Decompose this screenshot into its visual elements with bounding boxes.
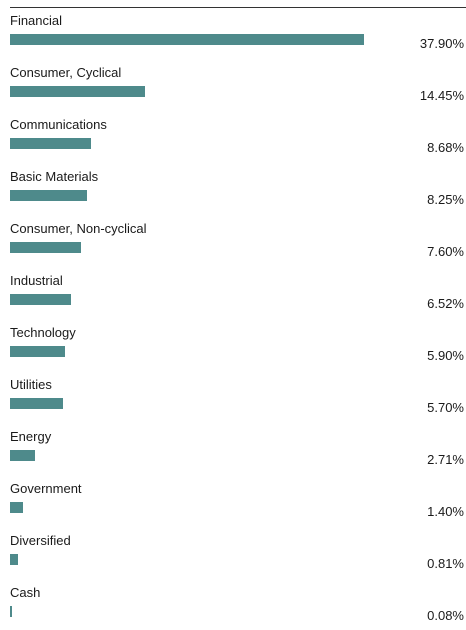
chart-row: Consumer, Non-cyclical 7.60% xyxy=(0,214,466,266)
value-label: 8.68% xyxy=(427,140,464,155)
chart-row: Communications 8.68% xyxy=(0,110,466,162)
value-label: 37.90% xyxy=(419,36,464,51)
value-label: 6.52% xyxy=(427,296,464,311)
value-label: 5.70% xyxy=(427,400,464,415)
sector-bar-chart: Financial 37.90% Consumer, Cyclical 14.45% C… xyxy=(0,6,466,623)
category-label: Utilities xyxy=(10,377,52,392)
value-label: 0.81% xyxy=(427,556,464,571)
bar xyxy=(10,294,71,305)
value-label: 7.60% xyxy=(427,244,464,259)
top-rule xyxy=(10,7,466,8)
bar xyxy=(10,502,24,513)
category-label: Consumer, Cyclical xyxy=(10,65,122,80)
category-label: Diversified xyxy=(10,533,71,548)
chart-row: Technology 5.90% xyxy=(0,318,466,370)
chart-row: Consumer, Cyclical 14.45% xyxy=(0,58,466,110)
category-label: Government xyxy=(10,481,82,496)
bar xyxy=(10,34,365,45)
category-label: Financial xyxy=(10,13,63,28)
value-label: 2.71% xyxy=(427,452,464,467)
value-label: 14.45% xyxy=(419,88,464,103)
chart-row: Energy 2.71% xyxy=(0,422,466,474)
bar xyxy=(10,190,88,201)
bar xyxy=(10,554,18,565)
chart-row: Government 1.40% xyxy=(0,474,466,526)
category-label: Basic Materials xyxy=(10,169,99,184)
chart-row: Financial 37.90% xyxy=(0,6,466,58)
chart-row: Cash 0.08% xyxy=(0,578,466,630)
bar xyxy=(10,346,66,357)
category-label: Consumer, Non-cyclical xyxy=(10,221,147,236)
bar xyxy=(10,450,36,461)
category-label: Cash xyxy=(10,585,41,600)
bar xyxy=(10,242,82,253)
category-label: Technology xyxy=(10,325,76,340)
value-label: 8.25% xyxy=(427,192,464,207)
value-label: 5.90% xyxy=(427,348,464,363)
bar xyxy=(10,86,146,97)
chart-row: Basic Materials 8.25% xyxy=(0,162,466,214)
chart-row: Diversified 0.81% xyxy=(0,526,466,578)
value-label: 1.40% xyxy=(427,504,464,519)
chart-row: Industrial 6.52% xyxy=(0,266,466,318)
category-label: Communications xyxy=(10,117,107,132)
value-label: 0.08% xyxy=(427,608,464,623)
category-label: Energy xyxy=(10,429,52,444)
chart-row: Utilities 5.70% xyxy=(0,370,466,422)
bar xyxy=(10,138,92,149)
bar xyxy=(10,398,64,409)
category-label: Industrial xyxy=(10,273,63,288)
